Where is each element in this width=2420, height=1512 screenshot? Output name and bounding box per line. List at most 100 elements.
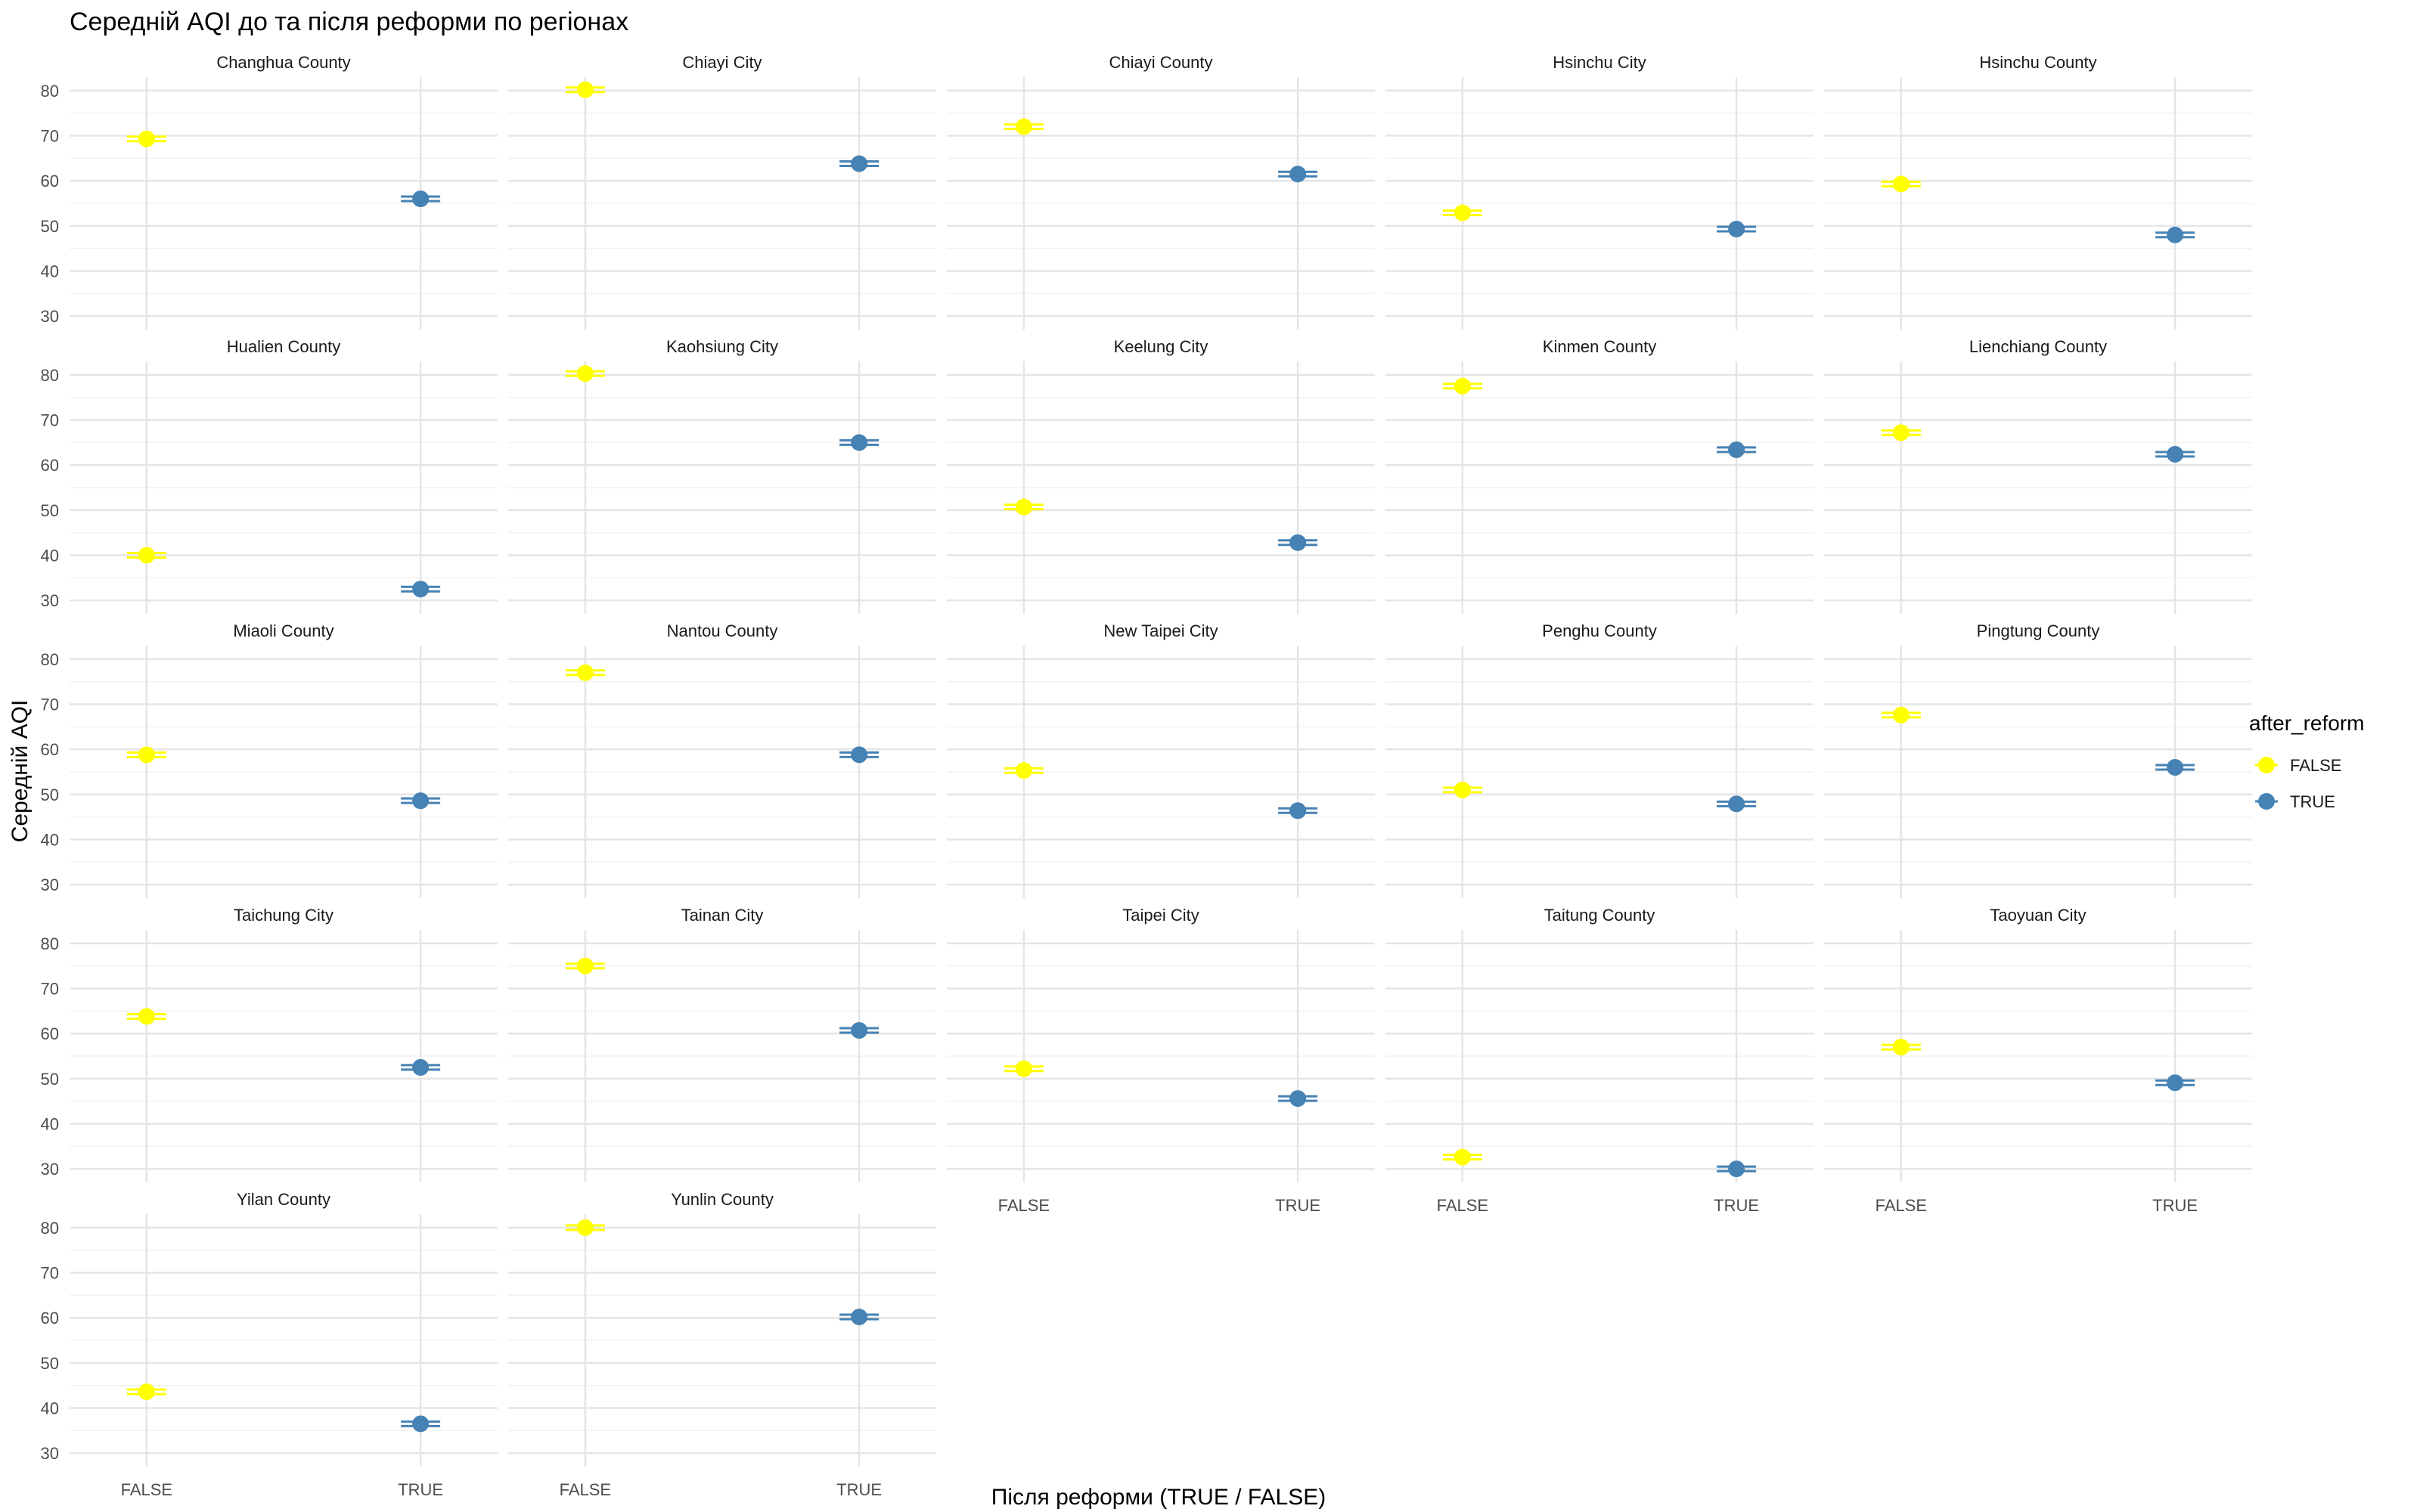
- panel-strip-label: Hsinchu City: [1553, 53, 1646, 72]
- y-tick-label: 40: [41, 546, 59, 565]
- y-tick-label: 40: [41, 1114, 59, 1133]
- panel-taoyuan-city: Taoyuan City FALSE TRUE: [1824, 906, 2252, 1215]
- data-point-false: [1892, 1039, 1910, 1056]
- y-tick-label: 30: [41, 591, 59, 610]
- panel-taitung-county: Taitung County FALSE TRUE: [1385, 906, 1813, 1215]
- y-tick-label: 80: [41, 82, 59, 101]
- panel-miaoli-county: Miaoli County 30 40 50 60 70 80: [41, 621, 498, 898]
- legend-label: TRUE: [2290, 792, 2335, 811]
- panel-strip-label: Hualien County: [227, 337, 340, 356]
- panel-keelung-city: Keelung City: [947, 337, 1375, 614]
- data-point-true: [851, 155, 868, 172]
- data-point-true: [1728, 795, 1745, 813]
- y-tick-label: 50: [41, 501, 59, 520]
- y-tick-label: 60: [41, 456, 59, 475]
- y-tick-label: 80: [41, 1219, 59, 1238]
- legend-title: after_reform: [2249, 711, 2365, 735]
- data-point-false: [1892, 424, 1910, 442]
- data-point-false: [1015, 118, 1032, 135]
- y-tick-label: 50: [41, 1354, 59, 1373]
- panel-strip-label: Chiayi County: [1109, 53, 1213, 72]
- y-tick-label: 60: [41, 1309, 59, 1328]
- x-tick-label: FALSE: [560, 1480, 611, 1499]
- legend-label: FALSE: [2290, 756, 2341, 775]
- panel-hualien-county: Hualien County 30 40 50 60 70 80: [41, 337, 498, 614]
- legend-key-point: [2258, 793, 2275, 810]
- x-tick-label: FALSE: [998, 1196, 1050, 1215]
- panel-tainan-city: Tainan City: [508, 906, 936, 1182]
- data-point-false: [576, 81, 594, 98]
- y-tick-label: 30: [41, 307, 59, 326]
- data-point-true: [412, 1058, 430, 1076]
- y-tick-label: 50: [41, 785, 59, 804]
- data-point-true: [412, 191, 430, 208]
- data-point-true: [412, 792, 430, 810]
- y-tick-label: 30: [41, 1444, 59, 1463]
- y-tick-label: 30: [41, 875, 59, 894]
- panel-nantou-county: Nantou County: [508, 621, 936, 898]
- data-point-true: [851, 1022, 868, 1040]
- x-tick-label: FALSE: [121, 1480, 172, 1499]
- panel-hsinchu-city: Hsinchu City: [1385, 53, 1813, 330]
- data-point-true: [1289, 802, 1307, 820]
- y-tick-label: 70: [41, 980, 59, 999]
- panel-strip-label: Lienchiang County: [1969, 337, 2107, 356]
- panel-strip-label: Penghu County: [1542, 621, 1657, 640]
- panel-hsinchu-county: Hsinchu County: [1824, 53, 2252, 330]
- x-tick-label: TRUE: [398, 1480, 443, 1499]
- legend-entries: FALSE TRUE: [2255, 756, 2341, 811]
- data-point-false: [1892, 706, 1910, 723]
- facet-panels: Changhua County 30 40 50 60 70 80 Chiayi City Ch…: [41, 53, 2252, 1499]
- x-tick-label: FALSE: [1876, 1196, 1927, 1215]
- legend: after_reform FALSE TRUE: [2249, 711, 2365, 811]
- panel-yunlin-county: Yunlin County FALSE TRUE: [508, 1190, 936, 1499]
- data-point-false: [576, 664, 594, 681]
- data-point-true: [2167, 1074, 2184, 1092]
- data-point-false: [1454, 1148, 1471, 1166]
- y-tick-label: 70: [41, 411, 59, 430]
- y-tick-label: 60: [41, 740, 59, 759]
- data-point-true: [1728, 1160, 1745, 1178]
- panel-chiayi-city: Chiayi City: [508, 53, 936, 330]
- panel-strip-label: Miaoli County: [233, 621, 334, 640]
- y-tick-label: 30: [41, 1160, 59, 1179]
- panel-changhua-county: Changhua County 30 40 50 60 70 80: [41, 53, 498, 330]
- data-point-false: [1454, 204, 1471, 222]
- data-point-false: [138, 1383, 155, 1400]
- legend-key-point: [2258, 757, 2275, 773]
- y-tick-label: 60: [41, 1024, 59, 1043]
- data-point-false: [138, 547, 155, 564]
- chart-title: Середній AQI до та після реформи по регі…: [70, 8, 628, 36]
- panel-strip-label: Chiayi City: [682, 53, 762, 72]
- panel-taichung-city: Taichung City 30 40 50 60 70 80: [41, 906, 498, 1182]
- panel-pingtung-county: Pingtung County: [1824, 621, 2252, 898]
- data-point-true: [851, 746, 868, 764]
- panel-strip-label: Kaohsiung City: [666, 337, 778, 356]
- y-tick-label: 60: [41, 172, 59, 191]
- y-tick-label: 40: [41, 1399, 59, 1418]
- data-point-false: [1015, 1060, 1032, 1077]
- panel-strip-label: Kinmen County: [1543, 337, 1656, 356]
- data-point-true: [1289, 1090, 1307, 1108]
- data-point-true: [412, 1415, 430, 1433]
- y-tick-label: 50: [41, 217, 59, 236]
- panel-strip-label: New Taipei City: [1103, 621, 1218, 640]
- x-tick-label: FALSE: [1437, 1196, 1488, 1215]
- y-tick-label: 50: [41, 1070, 59, 1089]
- panel-kinmen-county: Kinmen County: [1385, 337, 1813, 614]
- data-point-true: [1289, 534, 1307, 551]
- data-point-false: [1454, 781, 1471, 798]
- panel-penghu-county: Penghu County: [1385, 621, 1813, 898]
- legend-entry-false: FALSE: [2255, 756, 2341, 775]
- data-point-true: [851, 434, 868, 451]
- data-point-false: [1015, 498, 1032, 516]
- panel-strip-label: Taoyuan City: [1990, 906, 2086, 925]
- x-tick-label: TRUE: [836, 1480, 882, 1499]
- x-tick-label: TRUE: [1714, 1196, 1759, 1215]
- panel-kaohsiung-city: Kaohsiung City: [508, 337, 936, 614]
- y-tick-label: 80: [41, 366, 59, 385]
- panel-strip-label: Keelung City: [1114, 337, 1208, 356]
- data-point-false: [576, 957, 594, 974]
- panel-strip-label: Changhua County: [216, 53, 350, 72]
